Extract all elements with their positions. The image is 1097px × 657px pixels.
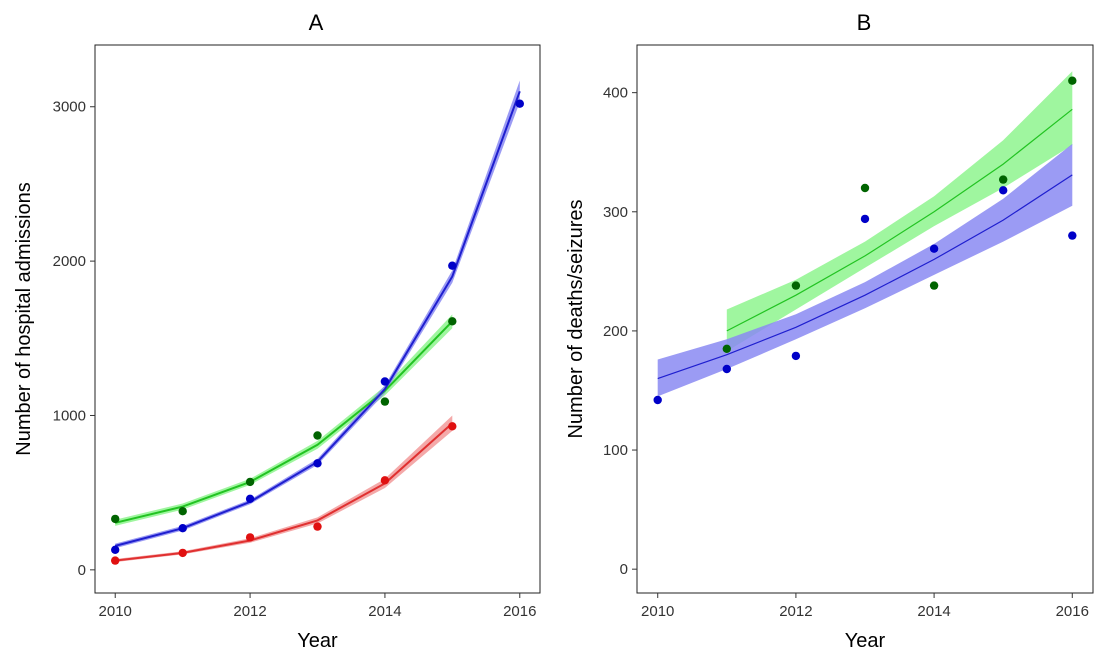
- confidence-band-red: [115, 415, 453, 563]
- data-point-blue: [722, 364, 731, 374]
- data-point-blue: [860, 214, 870, 224]
- confidence-band-blue: [115, 80, 520, 549]
- data-point-green: [999, 175, 1008, 184]
- confidence-band-blue: [657, 143, 1073, 397]
- data-point-blue: [313, 459, 322, 468]
- data-point-blue: [111, 545, 120, 554]
- panel-b: B 2010 2012 2014 2016 0 100 200 300 400 Year Number…: [565, 10, 1094, 652]
- panel-title: A: [309, 10, 324, 35]
- fit-line-green: [726, 108, 1073, 332]
- plot-frame: [636, 44, 1094, 594]
- x-tick-label: 2016: [1056, 603, 1089, 620]
- x-tick-label: 2012: [779, 603, 812, 620]
- data-point-red: [380, 476, 390, 485]
- data-point-blue: [515, 99, 524, 108]
- panel-title: B: [857, 10, 872, 35]
- data-point-green: [380, 397, 390, 406]
- data-point-red: [111, 556, 120, 565]
- data-point-red: [245, 533, 255, 542]
- x-axis-label: Year: [845, 630, 886, 652]
- fit-line-green: [114, 320, 454, 524]
- fit-line-blue: [657, 174, 1073, 380]
- x-tick-label: 2012: [233, 603, 266, 620]
- y-tick-label: 200: [603, 323, 628, 340]
- confidence-band-green: [726, 71, 1073, 352]
- data-point-green: [245, 477, 255, 487]
- fit-line-blue: [114, 90, 521, 547]
- y-tick-label: 1000: [53, 407, 86, 424]
- data-point-blue: [380, 377, 390, 386]
- panel-a: A 2010 2012 2014 2016 0 1000 2000 3000 Year Number…: [13, 10, 541, 652]
- data-point-blue: [178, 524, 187, 533]
- plot-frame: [94, 44, 541, 594]
- data-point-blue: [245, 494, 255, 503]
- y-tick-label: 100: [603, 442, 628, 459]
- data-point-red: [448, 422, 457, 431]
- y-axis-label: Number of hospital admissions: [13, 182, 35, 455]
- x-tick-label: 2014: [368, 603, 401, 620]
- data-point-green: [178, 507, 187, 516]
- y-axis-label: Number of deaths/seizures: [565, 199, 587, 438]
- data-point-blue: [448, 261, 457, 270]
- data-point-blue: [653, 395, 662, 405]
- x-tick-label: 2010: [99, 603, 132, 620]
- data-point-green: [313, 431, 322, 440]
- y-tick-label: 300: [603, 204, 628, 221]
- y-tick-label: 0: [78, 562, 86, 579]
- y-tick-label: 400: [603, 85, 628, 102]
- data-point-blue: [999, 186, 1008, 195]
- y-tick-label: 0: [620, 561, 628, 578]
- data-point-green: [1068, 76, 1077, 85]
- x-tick-label: 2010: [641, 603, 674, 620]
- x-axis-label: Year: [297, 630, 338, 652]
- data-point-green: [722, 344, 731, 353]
- x-tick-label: 2016: [503, 603, 536, 620]
- x-tick-label: 2014: [917, 603, 950, 620]
- data-point-green: [448, 317, 457, 326]
- data-point-green: [791, 281, 801, 290]
- data-point-red: [178, 548, 187, 558]
- confidence-band-green: [115, 314, 453, 526]
- data-point-blue: [1068, 231, 1077, 240]
- data-point-blue: [929, 244, 939, 253]
- data-point-blue: [791, 351, 801, 361]
- data-point-green: [111, 514, 120, 524]
- y-tick-label: 2000: [53, 253, 86, 270]
- data-point-red: [313, 522, 322, 531]
- y-tick-label: 3000: [53, 99, 86, 116]
- data-point-green: [860, 183, 870, 193]
- fit-line-red: [115, 422, 453, 562]
- data-point-green: [929, 281, 939, 290]
